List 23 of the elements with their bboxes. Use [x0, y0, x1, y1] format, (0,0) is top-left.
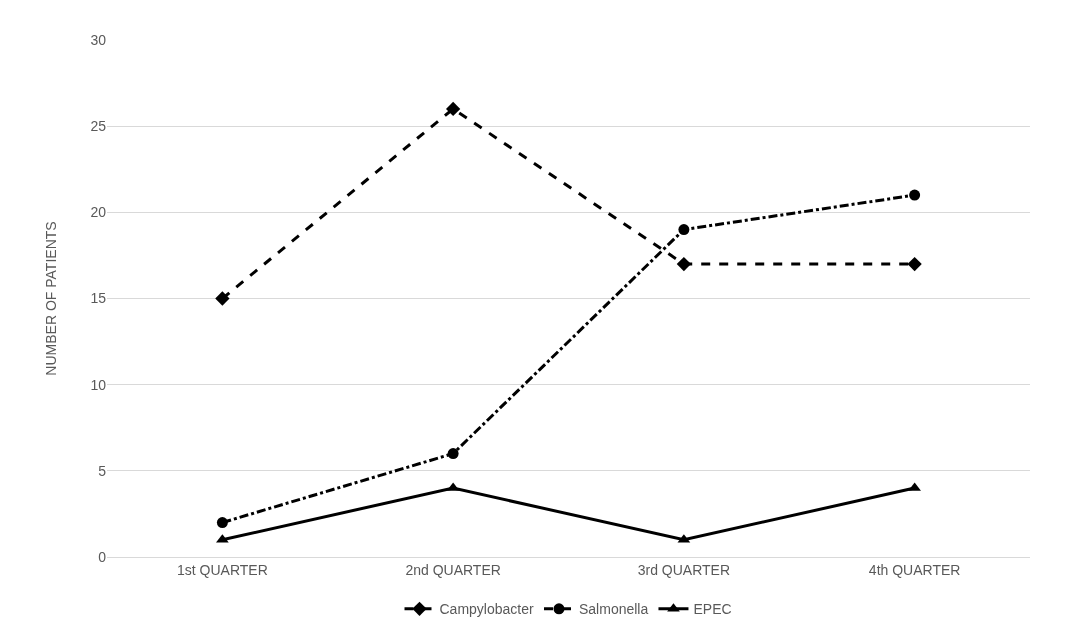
- y-tick-label: 10: [90, 376, 107, 393]
- legend-label: Campylobacter: [439, 601, 534, 618]
- point: [676, 256, 692, 272]
- y-tick-label: 5: [98, 462, 107, 479]
- point: [678, 224, 690, 236]
- y-tick-label: 25: [90, 118, 107, 135]
- y-tick-label: 30: [90, 31, 107, 48]
- x-tick-label: 3rd QUARTER: [637, 561, 731, 578]
- x-tick-label: 2nd QUARTER: [405, 561, 501, 578]
- y-tick-label: 0: [98, 548, 107, 565]
- y-tick-label: 20: [90, 204, 107, 221]
- point: [447, 448, 459, 460]
- legend-label: EPEC: [693, 601, 732, 618]
- x-tick-label: 1st QUARTER: [177, 561, 268, 578]
- legend-label: Salmonella: [578, 601, 649, 618]
- point: [216, 517, 228, 529]
- point: [215, 291, 230, 306]
- x-tick-label: 4th QUARTER: [868, 561, 961, 578]
- y-axis-title: NUMBER OF PATIENTS: [43, 221, 60, 376]
- point: [909, 189, 921, 201]
- y-tick-label: 15: [90, 290, 107, 307]
- point: [445, 101, 461, 117]
- point: [907, 256, 922, 272]
